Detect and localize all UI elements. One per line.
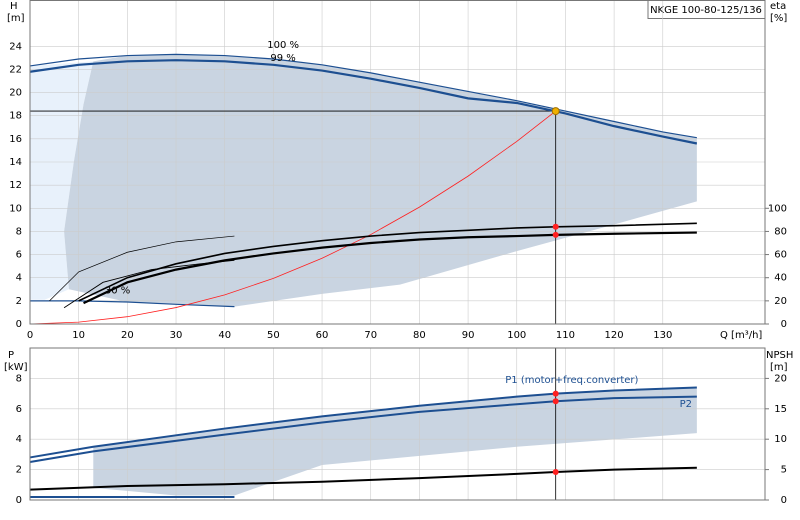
y-tick-label: 4 (16, 273, 22, 284)
y-tick-label: 24 (9, 41, 22, 52)
y-tick-label: 18 (9, 111, 22, 122)
x-tick-label: 80 (413, 330, 426, 341)
light-range (30, 61, 94, 300)
y-axis-label: P (8, 350, 14, 361)
chart-title: NKGE 100-80-125/136 (650, 5, 762, 16)
y2-tick-label: 20 (774, 373, 787, 384)
y2-tick-label: 0 (781, 319, 787, 330)
operating-point (552, 469, 559, 476)
curve (29, 59, 698, 145)
y2-axis-label: eta (770, 1, 786, 12)
y-tick-label: 8 (16, 226, 22, 237)
operating-range (93, 387, 697, 496)
y2-tick-label: 5 (781, 465, 787, 476)
y2-tick-label: 10 (774, 434, 787, 445)
operating-range (64, 54, 697, 307)
y-tick-label: 6 (16, 404, 22, 415)
curve-label: P1 (motor+freq.converter) (505, 375, 638, 386)
x-tick-label: 100 (507, 330, 526, 341)
x-tick-label: 130 (653, 330, 672, 341)
y-tick-label: 16 (9, 134, 22, 145)
y2-tick-label: 15 (774, 404, 787, 415)
y2-axis-label: NPSH (766, 350, 793, 361)
x-tick-label: 20 (121, 330, 134, 341)
x-tick-label: 120 (605, 330, 624, 341)
x-tick-label: 70 (364, 330, 377, 341)
y2-axis-unit: [m] (770, 362, 788, 373)
curve (29, 53, 697, 139)
duty-point (551, 107, 560, 116)
x-tick-label: 60 (316, 330, 329, 341)
x-tick-label: 10 (72, 330, 85, 341)
y2-tick-label: 60 (774, 250, 787, 261)
y-tick-label: 4 (16, 434, 22, 445)
y2-tick-label: 20 (774, 296, 787, 307)
y-axis-unit: [kW] (4, 362, 28, 373)
curve (29, 466, 697, 491)
operating-point (552, 398, 559, 405)
curve (29, 110, 556, 325)
y-tick-label: 0 (16, 319, 22, 330)
y-tick-label: 0 (16, 495, 22, 506)
x-tick-label: 40 (218, 330, 231, 341)
curve (30, 300, 235, 308)
y-tick-label: 2 (16, 296, 22, 307)
y2-axis-unit: [%] (770, 13, 787, 24)
operating-point (552, 223, 559, 230)
curve (49, 235, 235, 302)
y-tick-label: 20 (9, 88, 22, 99)
x-axis-label: Q [m³/h] (720, 330, 762, 341)
y2-tick-label: 0 (781, 495, 787, 506)
y-tick-label: 6 (16, 250, 22, 261)
curve (29, 395, 697, 463)
curve-label: 100 % (267, 40, 299, 51)
y-tick-label: 12 (9, 180, 22, 191)
x-tick-label: 110 (556, 330, 575, 341)
y-tick-label: 2 (16, 465, 22, 476)
x-tick-label: 0 (27, 330, 33, 341)
y-tick-label: 14 (9, 157, 22, 168)
y2-tick-label: 80 (774, 226, 787, 237)
y2-tick-label: 100 (768, 203, 787, 214)
y-axis-label: H (10, 1, 18, 12)
x-tick-label: 50 (267, 330, 280, 341)
y-axis-unit: [m] (7, 13, 25, 24)
plot-frame (29, 0, 766, 325)
y2-tick-label: 40 (774, 273, 787, 284)
x-tick-label: 30 (170, 330, 183, 341)
curve (29, 386, 697, 459)
curve-label: P2 (680, 399, 692, 410)
x-tick-label: 90 (462, 330, 475, 341)
operating-point (552, 231, 559, 238)
curve-label: 99 % (270, 53, 295, 64)
y-tick-label: 8 (16, 373, 22, 384)
y-tick-label: 10 (9, 203, 22, 214)
plot-frame (29, 347, 766, 501)
curve-label: 30 % (105, 285, 130, 296)
curve (63, 259, 235, 309)
y-tick-label: 22 (9, 64, 22, 75)
operating-point (552, 390, 559, 397)
